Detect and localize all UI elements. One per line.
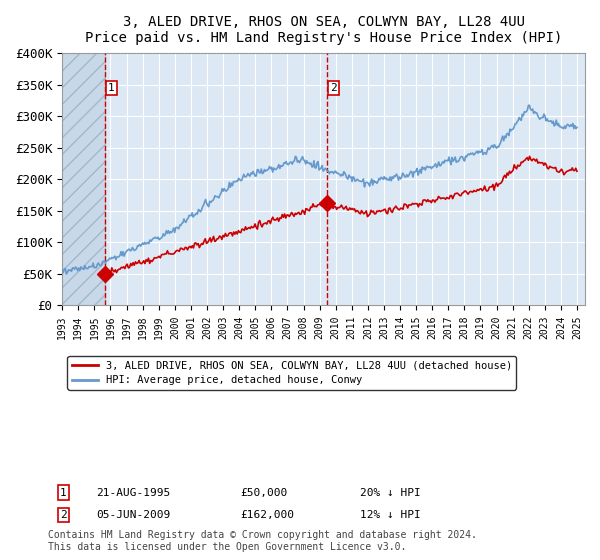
Legend: 3, ALED DRIVE, RHOS ON SEA, COLWYN BAY, LL28 4UU (detached house), HPI: Average : 3, ALED DRIVE, RHOS ON SEA, COLWYN BAY, …	[67, 356, 517, 390]
Text: £162,000: £162,000	[240, 510, 294, 520]
Text: 1: 1	[108, 83, 115, 93]
Text: 05-JUN-2009: 05-JUN-2009	[96, 510, 170, 520]
Text: 21-AUG-1995: 21-AUG-1995	[96, 488, 170, 498]
Title: 3, ALED DRIVE, RHOS ON SEA, COLWYN BAY, LL28 4UU
Price paid vs. HM Land Registry: 3, ALED DRIVE, RHOS ON SEA, COLWYN BAY, …	[85, 15, 562, 45]
Text: 2: 2	[330, 83, 337, 93]
Bar	[62, 53, 104, 305]
Text: 2: 2	[60, 510, 67, 520]
Text: 1: 1	[60, 488, 67, 498]
Text: 20% ↓ HPI: 20% ↓ HPI	[360, 488, 421, 498]
Text: Contains HM Land Registry data © Crown copyright and database right 2024.
This d: Contains HM Land Registry data © Crown c…	[48, 530, 477, 552]
Text: 12% ↓ HPI: 12% ↓ HPI	[360, 510, 421, 520]
Text: £50,000: £50,000	[240, 488, 287, 498]
